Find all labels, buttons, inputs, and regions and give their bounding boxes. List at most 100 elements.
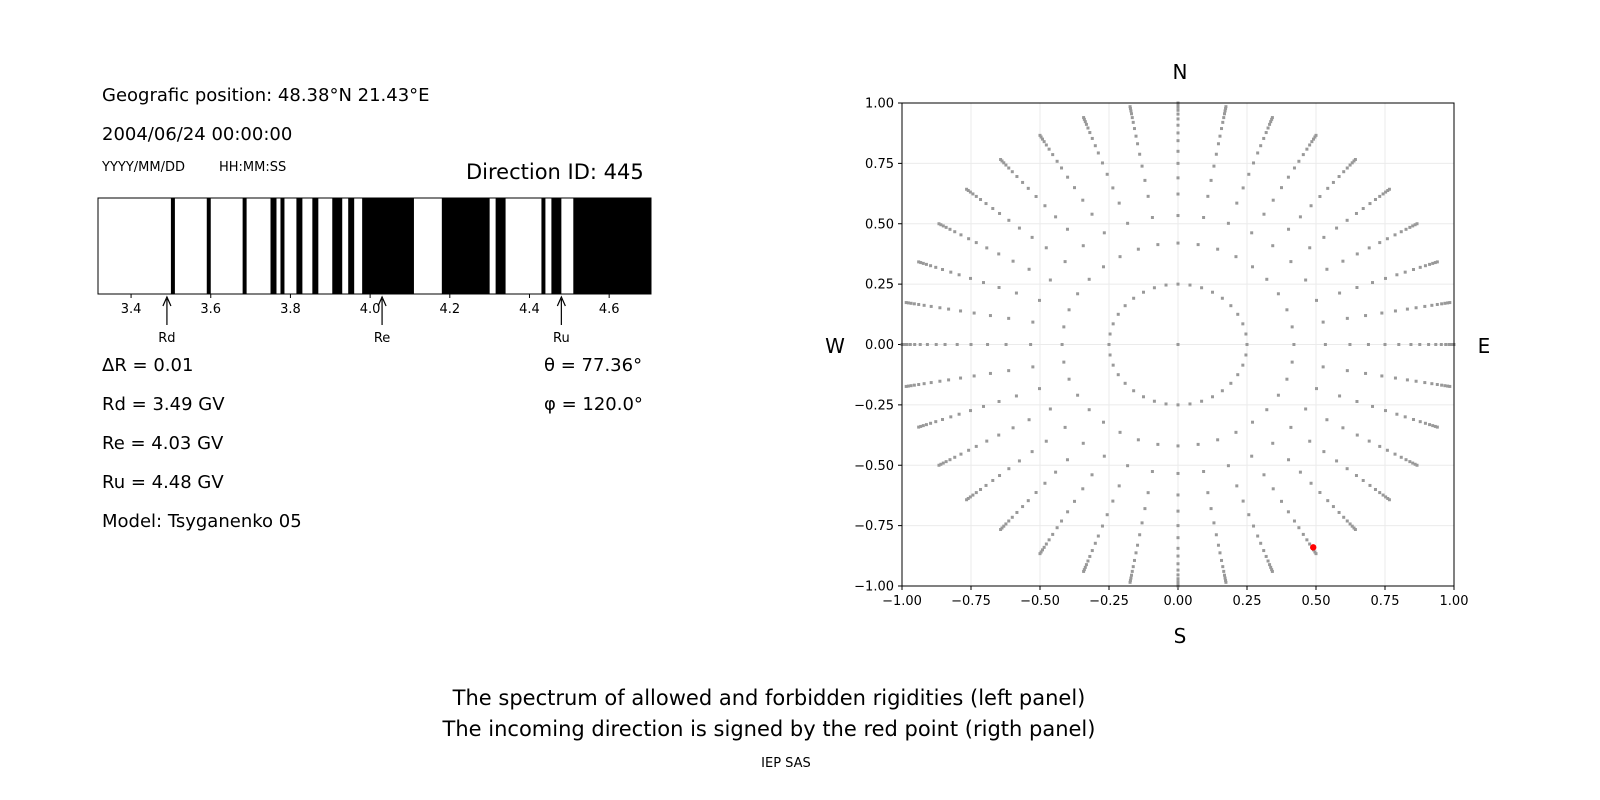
direction-point bbox=[1176, 241, 1180, 245]
direction-point bbox=[941, 224, 945, 228]
direction-point bbox=[924, 423, 928, 427]
direction-point bbox=[1355, 286, 1359, 290]
direction-point bbox=[1450, 343, 1454, 346]
direction-point bbox=[1247, 172, 1251, 176]
direction-point bbox=[1117, 201, 1121, 205]
direction-point bbox=[1304, 407, 1308, 411]
direction-point bbox=[1044, 439, 1048, 443]
direction-point bbox=[1292, 166, 1296, 170]
direction-point bbox=[1321, 365, 1325, 369]
direction-point bbox=[1042, 140, 1046, 144]
marker-label: Re bbox=[374, 331, 390, 346]
scatter-frame bbox=[901, 102, 1455, 587]
direction-point bbox=[934, 420, 938, 424]
direction-point bbox=[1142, 395, 1145, 399]
direction-point bbox=[1062, 325, 1066, 329]
direction-point bbox=[1034, 195, 1038, 199]
direction-point bbox=[1224, 578, 1228, 582]
direction-point bbox=[1031, 320, 1035, 324]
direction-point bbox=[1029, 343, 1033, 346]
direction-point bbox=[1132, 127, 1136, 131]
direction-point bbox=[1338, 394, 1342, 398]
direction-point bbox=[1348, 163, 1352, 167]
direction-point bbox=[967, 448, 971, 452]
direction-point bbox=[1448, 301, 1452, 305]
direction-point bbox=[1007, 519, 1011, 523]
direction-point bbox=[1143, 507, 1147, 511]
direction-point bbox=[1271, 487, 1275, 491]
direction-point bbox=[1043, 481, 1047, 485]
direction-point bbox=[1229, 381, 1233, 385]
direction-point bbox=[1433, 261, 1437, 265]
direction-point bbox=[1368, 202, 1372, 206]
direction-point bbox=[974, 491, 978, 495]
direction-point bbox=[1378, 194, 1382, 198]
direction-point bbox=[1367, 439, 1371, 443]
direction-point bbox=[1403, 415, 1407, 419]
direction-point bbox=[1322, 450, 1326, 454]
direction-point bbox=[988, 314, 992, 318]
direction-point bbox=[1224, 105, 1228, 109]
direction-point bbox=[1220, 558, 1224, 562]
direction-point bbox=[953, 230, 957, 234]
y-tick-label: −1.00 bbox=[854, 580, 894, 595]
direction-point bbox=[1345, 218, 1349, 222]
x-tick-label: 3.4 bbox=[121, 302, 142, 317]
direction-point bbox=[1081, 487, 1085, 491]
direction-point bbox=[1002, 161, 1006, 165]
direction-point bbox=[1404, 458, 1408, 462]
direction-point bbox=[1136, 142, 1140, 146]
direction-point bbox=[1387, 498, 1391, 502]
direction-point bbox=[1440, 302, 1444, 306]
direction-point bbox=[1435, 260, 1439, 264]
direction-point bbox=[1262, 549, 1266, 553]
direction-point bbox=[1290, 325, 1294, 329]
direction-point bbox=[1418, 420, 1422, 424]
direction-point bbox=[1047, 538, 1051, 542]
forbidden-band bbox=[541, 198, 546, 294]
direction-point bbox=[1130, 573, 1134, 577]
direction-point bbox=[1212, 164, 1216, 168]
direction-point bbox=[1216, 543, 1220, 547]
direction-point bbox=[1411, 224, 1415, 228]
direction-point bbox=[1265, 277, 1269, 281]
direction-point bbox=[1081, 244, 1085, 248]
direction-point bbox=[1265, 408, 1269, 412]
direction-point bbox=[1048, 278, 1052, 282]
direction-point bbox=[985, 439, 989, 443]
direction-point bbox=[1073, 499, 1076, 503]
direction-point bbox=[1128, 107, 1132, 111]
direction-point bbox=[1176, 108, 1180, 112]
direction-point bbox=[1241, 322, 1245, 326]
direction-point bbox=[1150, 215, 1154, 219]
direction-point bbox=[1415, 463, 1419, 467]
direction-point bbox=[1286, 510, 1290, 514]
direction-point bbox=[1090, 212, 1094, 216]
direction-point bbox=[1130, 116, 1134, 120]
direction-point bbox=[1309, 481, 1313, 485]
direction-point bbox=[1428, 262, 1432, 266]
direction-point bbox=[1435, 425, 1439, 429]
direction-point bbox=[1298, 215, 1302, 219]
direction-point bbox=[1038, 298, 1042, 302]
direction-point bbox=[1039, 550, 1043, 554]
direction-point bbox=[1378, 241, 1382, 245]
direction-point bbox=[1176, 131, 1180, 135]
direction-point bbox=[1285, 308, 1289, 312]
direction-point bbox=[1308, 143, 1312, 147]
direction-point bbox=[1055, 526, 1059, 530]
direction-point bbox=[981, 281, 985, 285]
direction-point bbox=[1026, 186, 1030, 190]
direction-point bbox=[1423, 304, 1427, 308]
direction-point bbox=[939, 462, 943, 466]
direction-point bbox=[984, 202, 988, 206]
direction-point bbox=[1130, 569, 1134, 573]
direction-point bbox=[1292, 519, 1296, 523]
forbidden-band bbox=[280, 198, 285, 294]
direction-point bbox=[1224, 107, 1228, 111]
direction-point bbox=[1111, 186, 1115, 190]
direction-point bbox=[971, 493, 975, 497]
direction-point bbox=[1042, 545, 1046, 549]
y-tick-label: 0.50 bbox=[865, 217, 894, 232]
direction-point bbox=[1209, 178, 1213, 182]
